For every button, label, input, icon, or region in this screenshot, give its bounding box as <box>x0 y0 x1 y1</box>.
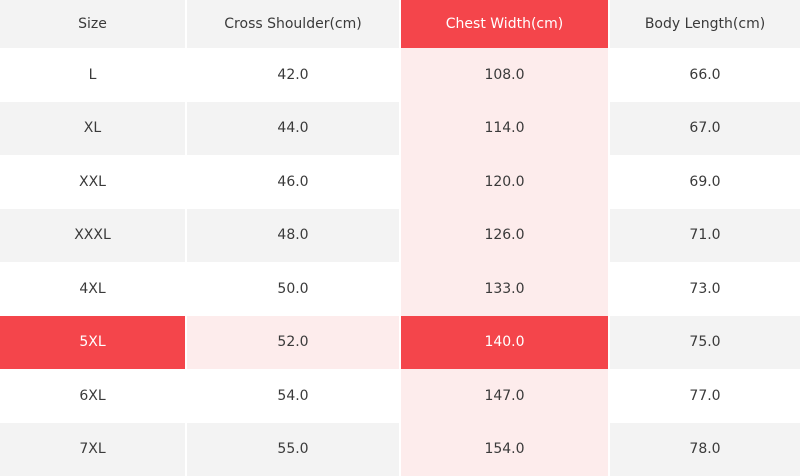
value-cell: 67.0 <box>610 101 800 155</box>
value-cell: 46.0 <box>187 155 399 209</box>
value-cell: 42.0 <box>187 48 399 102</box>
size-cell: 7XL <box>0 422 185 476</box>
size-cell: XL <box>0 101 185 155</box>
value-cell: 55.0 <box>187 422 399 476</box>
value-cell: 120.0 <box>401 155 608 209</box>
header-cell: Chest Width(cm) <box>401 0 608 48</box>
value-cell: 133.0 <box>401 262 608 316</box>
value-cell: 78.0 <box>610 422 800 476</box>
value-cell: 108.0 <box>401 48 608 102</box>
value-cell: 140.0 <box>401 315 608 369</box>
header-cell: Size <box>0 0 185 48</box>
value-cell: 75.0 <box>610 315 800 369</box>
size-cell: L <box>0 48 185 102</box>
value-cell: 77.0 <box>610 369 800 423</box>
value-cell: 54.0 <box>187 369 399 423</box>
value-cell: 126.0 <box>401 208 608 262</box>
size-cell: 4XL <box>0 262 185 316</box>
value-cell: 50.0 <box>187 262 399 316</box>
size-cell: 6XL <box>0 369 185 423</box>
value-cell: 147.0 <box>401 369 608 423</box>
size-cell: XXXL <box>0 208 185 262</box>
value-cell: 48.0 <box>187 208 399 262</box>
value-cell: 69.0 <box>610 155 800 209</box>
value-cell: 114.0 <box>401 101 608 155</box>
value-cell: 71.0 <box>610 208 800 262</box>
value-cell: 44.0 <box>187 101 399 155</box>
header-cell: Cross Shoulder(cm) <box>187 0 399 48</box>
size-cell: XXL <box>0 155 185 209</box>
value-cell: 73.0 <box>610 262 800 316</box>
value-cell: 52.0 <box>187 315 399 369</box>
value-cell: 154.0 <box>401 422 608 476</box>
size-cell: 5XL <box>0 315 185 369</box>
value-cell: 66.0 <box>610 48 800 102</box>
header-cell: Body Length(cm) <box>610 0 800 48</box>
